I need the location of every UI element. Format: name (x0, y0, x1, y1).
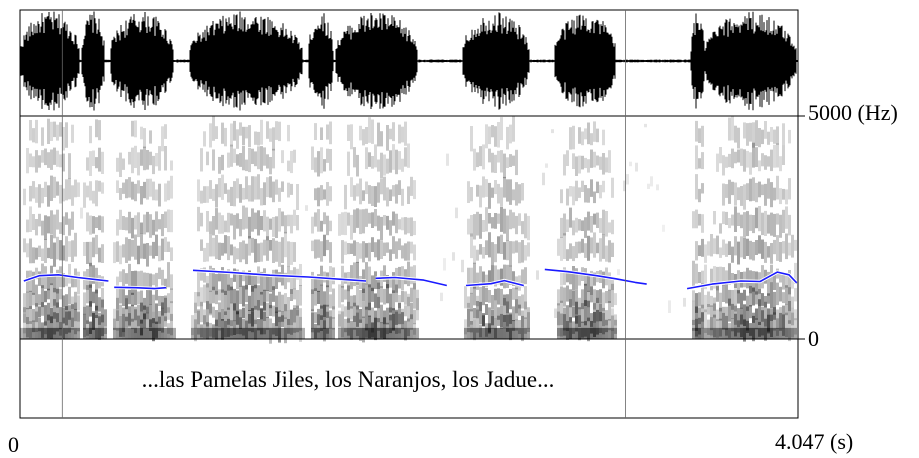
waveform-panel (19, 11, 799, 111)
spectrogram (20, 115, 797, 344)
frequency-max-label: 5000 (Hz) (808, 100, 898, 125)
spectrogram-panel (20, 115, 798, 344)
time-end-label: 4.047 (s) (775, 429, 854, 454)
pitch-contour (23, 267, 798, 291)
pitch-line (375, 276, 447, 287)
figure-frame (19, 9, 805, 419)
waveform-trace (19, 11, 799, 111)
time-start-label: 0 (8, 432, 19, 457)
pitch-line (114, 286, 167, 290)
outer-frame (19, 9, 799, 419)
frequency-min-label: 0 (808, 326, 819, 351)
pitch-line (23, 273, 109, 282)
waveform (19, 11, 799, 111)
pitch-line (465, 279, 524, 287)
pitch-line (686, 271, 798, 290)
pitch-line (192, 269, 367, 282)
pitch-line (544, 268, 647, 285)
transcript-text: ...las Pamelas Jiles, los Naranjos, los … (141, 367, 555, 392)
